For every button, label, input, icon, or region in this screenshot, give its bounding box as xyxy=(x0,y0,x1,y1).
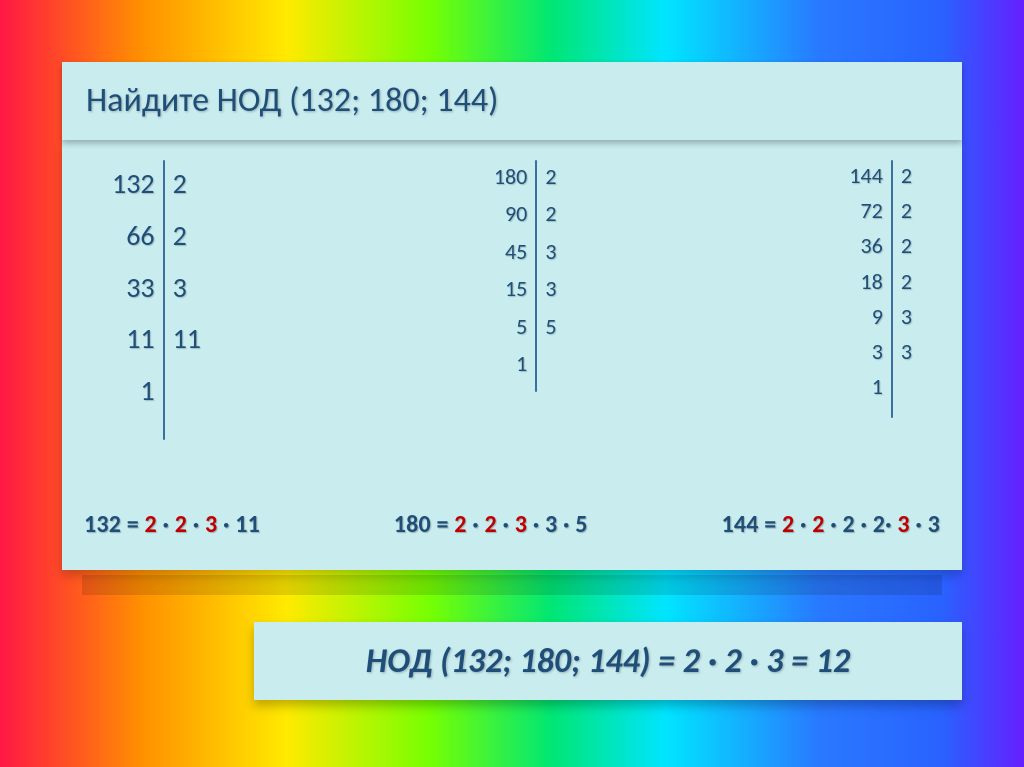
cell: 2 xyxy=(173,158,187,210)
work-card: 132 66 33 11 1 2 2 3 11 180 90 45 15 5 1 xyxy=(62,140,962,570)
cell: 5 xyxy=(516,308,527,345)
equation-180: 180 = 2 · 2 · 3 · 3 · 5 xyxy=(394,510,588,539)
cell: 2 xyxy=(173,210,187,262)
cell: 5 xyxy=(545,308,556,345)
equation-132: 132 = 2 · 2 · 3 · 11 xyxy=(84,510,260,539)
cell: 1 xyxy=(140,365,154,417)
col-right-144: 2 2 2 2 3 3 xyxy=(901,158,912,498)
cell: 2 xyxy=(545,195,556,232)
cell: 2 xyxy=(545,158,556,195)
factor-table-180: 180 90 45 15 5 1 2 2 3 3 5 xyxy=(494,158,557,498)
cell: 72 xyxy=(861,193,883,228)
cell: 3 xyxy=(872,334,883,369)
divider xyxy=(891,160,893,418)
header-card: Найдите НОД (132; 180; 144) xyxy=(62,62,962,140)
cell: 2 xyxy=(901,158,912,193)
cell: 66 xyxy=(126,210,154,262)
cell: 144 xyxy=(849,158,882,193)
cell: 36 xyxy=(861,228,883,263)
cell: 3 xyxy=(545,233,556,270)
cell: 45 xyxy=(505,233,527,270)
cell: 1 xyxy=(872,369,883,404)
answer-text: НОД (132; 180; 144) = 2 · 2 · 3 = 12 xyxy=(366,641,850,682)
cell: 2 xyxy=(901,193,912,228)
cell: 2 xyxy=(901,228,912,263)
factor-table-144: 144 72 36 18 9 3 1 2 2 2 2 3 3 xyxy=(849,158,912,498)
cell: 180 xyxy=(494,158,527,195)
cell: 2 xyxy=(901,264,912,299)
cell: 3 xyxy=(901,334,912,369)
answer-card: НОД (132; 180; 144) = 2 · 2 · 3 = 12 xyxy=(254,622,962,700)
factorization-tables: 132 66 33 11 1 2 2 3 11 180 90 45 15 5 1 xyxy=(82,158,942,498)
cell: 15 xyxy=(505,270,527,307)
equation-144: 144 = 2 · 2 · 2 · 2· 3 · 3 xyxy=(721,510,940,539)
col-left-180: 180 90 45 15 5 1 xyxy=(494,158,527,498)
cell: 3 xyxy=(545,270,556,307)
cell: 90 xyxy=(505,195,527,232)
equations-row: 132 = 2 · 2 · 3 · 11 180 = 2 · 2 · 3 · 3… xyxy=(82,498,942,539)
col-left-144: 144 72 36 18 9 3 1 xyxy=(849,158,882,498)
cell: 11 xyxy=(126,313,154,365)
cell: 18 xyxy=(861,264,883,299)
cell: 1 xyxy=(516,345,527,382)
page-title: Найдите НОД (132; 180; 144) xyxy=(86,80,938,121)
cell: 33 xyxy=(126,262,154,314)
factor-table-132: 132 66 33 11 1 2 2 3 11 xyxy=(112,158,201,498)
cell: 3 xyxy=(901,299,912,334)
cell: 132 xyxy=(112,158,155,210)
divider xyxy=(535,160,537,392)
col-right-180: 2 2 3 3 5 xyxy=(545,158,556,498)
cell: 3 xyxy=(173,262,187,314)
cell: 9 xyxy=(872,299,883,334)
cell: 11 xyxy=(173,313,201,365)
col-left-132: 132 66 33 11 1 xyxy=(112,158,155,498)
col-right-132: 2 2 3 11 xyxy=(173,158,201,498)
divider xyxy=(163,160,165,440)
shadow-strip xyxy=(82,575,942,595)
